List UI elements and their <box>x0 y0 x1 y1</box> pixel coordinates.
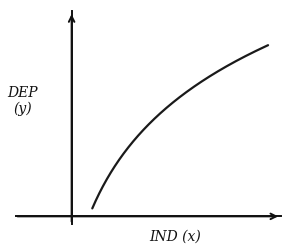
Text: DEP
(y): DEP (y) <box>7 86 38 116</box>
Text: IND (x): IND (x) <box>149 229 201 243</box>
